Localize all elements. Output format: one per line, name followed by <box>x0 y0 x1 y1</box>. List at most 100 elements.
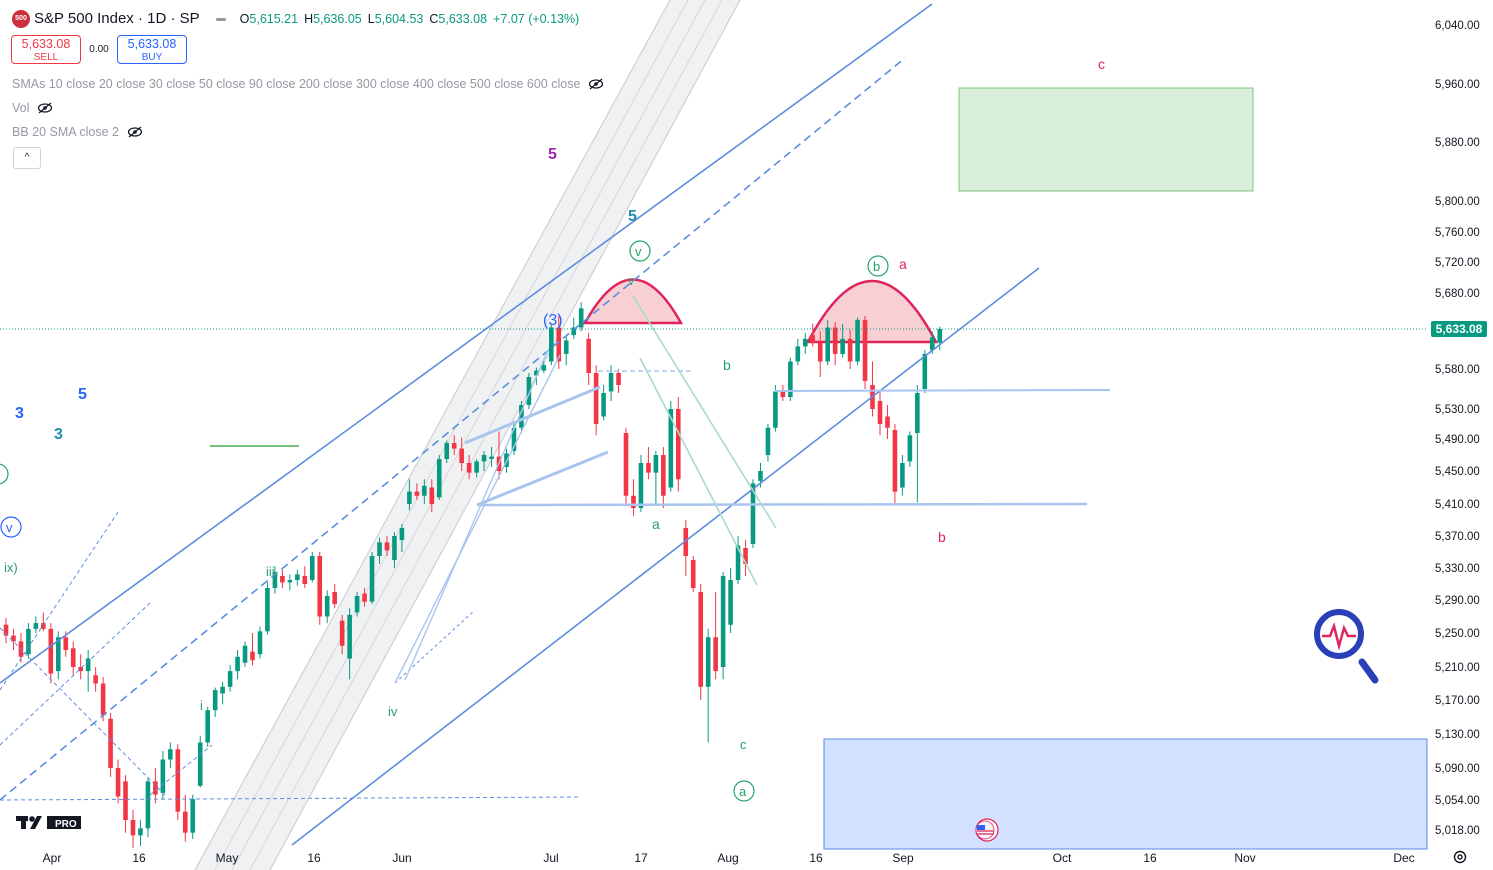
channel-band[interactable] <box>195 0 740 870</box>
candle-body <box>795 346 801 362</box>
candle-body <box>877 401 883 424</box>
candle <box>407 479 412 511</box>
candle <box>728 568 733 633</box>
indicator-bb[interactable]: BB 20 SMA close 2 <box>12 125 143 139</box>
candle-body <box>802 338 808 347</box>
current-price-label: 5,633.08 <box>1431 321 1487 337</box>
dashed-diagonal <box>0 627 166 796</box>
upper-trendline-dashed[interactable] <box>0 57 906 801</box>
candle-body <box>11 635 16 642</box>
low-label: L <box>367 12 375 26</box>
price-tick-label: 6,040.00 <box>1435 20 1480 32</box>
candle-body <box>713 637 718 672</box>
time-tick-label: Sep <box>892 851 914 865</box>
candle <box>810 323 816 347</box>
collapse-legend-button[interactable]: ^ <box>13 147 41 169</box>
candle-body <box>788 361 793 397</box>
candle-body <box>638 463 644 508</box>
support-line[interactable] <box>477 502 1088 507</box>
price-tick-label: 5,760.00 <box>1435 227 1480 239</box>
label-5-blue: 5 <box>78 386 87 403</box>
support-zone-blue[interactable] <box>823 738 1428 850</box>
time-tick-label: Aug <box>717 851 738 865</box>
neckline[interactable] <box>774 389 1111 392</box>
price-tick-label: 5,250.00 <box>1435 628 1480 640</box>
candle <box>571 317 577 339</box>
channel-band-edge <box>214 0 689 870</box>
eye-hidden-icon[interactable] <box>588 78 604 90</box>
candle-body <box>571 327 577 336</box>
top-arc-right[interactable] <box>805 279 939 344</box>
candle <box>377 537 382 564</box>
candle-body <box>324 596 330 617</box>
candle <box>638 455 644 512</box>
price-axis[interactable]: 6,040.00 5,960.00 5,880.00 5,800.00 5,760.00… <box>1435 20 1480 837</box>
candle-body <box>272 572 278 588</box>
candle <box>33 616 39 633</box>
channel-band-edge <box>269 0 741 870</box>
time-tick-label: Nov <box>1234 851 1255 865</box>
candle <box>414 483 420 500</box>
candle-body <box>220 686 225 694</box>
candle <box>324 590 330 624</box>
settings-gear-icon[interactable] <box>1453 850 1467 864</box>
wave-line <box>404 349 549 681</box>
candle-body <box>384 542 390 551</box>
candle-body <box>175 749 181 812</box>
label-a-red: a <box>899 256 907 272</box>
candle-body <box>593 373 599 424</box>
candle-body <box>138 828 143 836</box>
candle-body <box>563 340 569 354</box>
indicator-vol[interactable]: Vol <box>12 101 53 115</box>
upper-trendline[interactable] <box>0 3 933 684</box>
us-flag-event-icon[interactable] <box>975 818 999 842</box>
time-axis[interactable]: Apr 16 May 16 Jun Jul 17 Aug 16 Sep Oct 16 Nov Dec <box>43 851 1415 865</box>
candle-body <box>466 463 472 473</box>
indicator-smas[interactable]: SMAs 10 close 20 close 30 close 50 close… <box>12 77 604 91</box>
candle <box>78 654 83 680</box>
candle-body <box>369 556 375 602</box>
eye-hidden-icon[interactable] <box>37 102 53 114</box>
candle <box>840 323 845 358</box>
candle <box>70 641 76 676</box>
buy-price: 5,633.08 <box>127 37 177 51</box>
symbol-title[interactable]: S&P 500 Index · 1D · SP <box>34 10 200 27</box>
circle-a <box>733 780 755 802</box>
circle-v <box>629 240 651 262</box>
candle <box>937 326 943 351</box>
tradingview-logo[interactable]: PRO <box>14 812 84 832</box>
candle <box>892 424 898 504</box>
candle-body <box>3 624 9 636</box>
spread-value: 0.00 <box>89 44 109 55</box>
lower-trendline[interactable] <box>291 267 1040 846</box>
candle-body <box>295 574 300 580</box>
candle <box>392 532 397 568</box>
candle <box>676 397 681 492</box>
time-tick-label: 16 <box>307 851 321 865</box>
candle <box>489 447 494 467</box>
eye-hidden-icon[interactable] <box>127 126 143 138</box>
candle-body <box>227 671 233 687</box>
top-arc-left[interactable] <box>582 278 684 325</box>
candle <box>690 556 696 592</box>
candle-body <box>190 799 196 833</box>
buy-button[interactable]: 5,633.08 BUY <box>117 35 187 64</box>
target-zone-green[interactable] <box>958 87 1254 192</box>
circle-partial <box>0 463 9 485</box>
candle <box>309 552 315 583</box>
candle-body <box>676 409 681 480</box>
candle <box>578 302 584 332</box>
candle-body <box>63 637 69 650</box>
candle <box>705 628 711 743</box>
candle-body <box>601 393 606 417</box>
sell-button[interactable]: 5,633.08 SELL <box>11 35 81 64</box>
label-3-blue: 3 <box>15 405 24 422</box>
candle <box>205 706 210 747</box>
candle-body <box>832 327 838 354</box>
price-tick-label: 5,370.00 <box>1435 531 1480 543</box>
candle <box>661 447 666 508</box>
price-tick-label: 5,170.00 <box>1435 695 1480 707</box>
candle <box>422 479 427 504</box>
candle-body <box>541 365 547 371</box>
